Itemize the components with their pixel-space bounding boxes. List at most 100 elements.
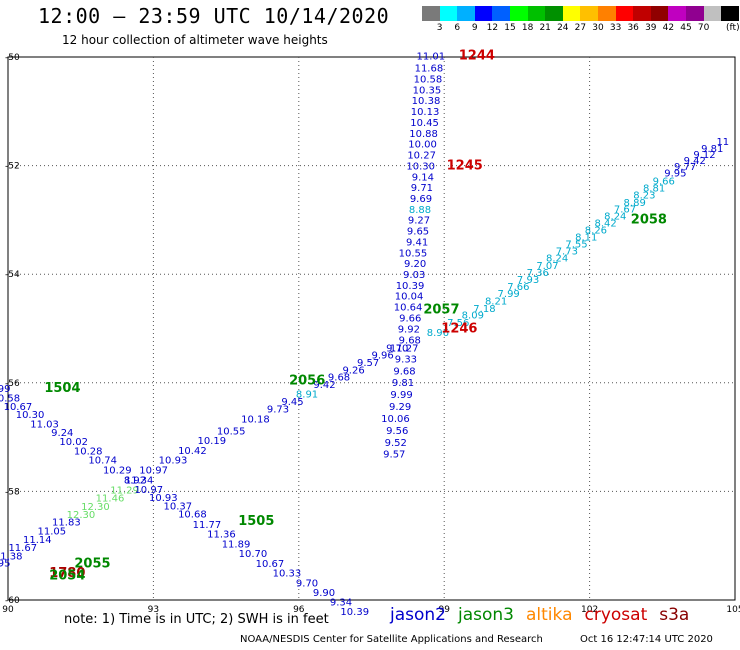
wave-height-label: 11.68 [415,64,444,75]
wave-height-label: 12.30 [81,502,110,513]
wave-height-label: 10.33 [273,569,302,580]
wave-height-label: 10.37 [164,501,193,512]
wave-height-label: 9.66 [399,313,421,324]
wave-height-label: 10.02 [59,437,88,448]
wave-height-label: 11.01 [417,52,446,63]
wave-height-label: 9.71 [411,183,433,194]
wave-height-label: 11 [716,137,729,148]
legend-swatch [422,6,440,21]
satellite-altika: altika [526,605,573,625]
wave-height-label: 9.42 [684,156,706,167]
generated-timestamp: Oct 16 12:47:14 UTC 2020 [580,634,713,645]
wave-height-label: 9.68 [399,336,421,347]
wave-height-label: 10.58 [414,75,443,86]
y-tick-label: -50 [5,53,20,63]
legend-label: 18 [521,23,534,33]
wave-height-label: 9.70 [296,578,318,589]
legend-label: 6 [454,23,461,33]
wave-height-label: 11.05 [38,526,67,537]
wave-height-label: 8.21 [485,297,507,308]
pass-time-label: 1245 [447,158,483,173]
wave-height-label: 11.46 [96,494,125,505]
legend-swatch [439,6,458,21]
wave-height-label: 10.99 [0,384,10,395]
page-subtitle: 12 hour collection of altimeter wave hei… [62,33,328,47]
legend-swatch [615,6,634,21]
wave-height-label: 8.92 [124,475,146,486]
legend-label: 70 [697,23,710,33]
wave-height-label: 10.30 [406,161,435,172]
wave-height-label: 10.42 [178,446,207,457]
y-tick-label: -52 [5,162,20,172]
wave-height-label: 7.07 [536,261,558,272]
wave-height-label: 8.42 [594,218,616,229]
wave-height-label: 11.38 [0,551,23,562]
legend-label: 39 [645,23,657,33]
legend-label: (ft) [726,23,740,33]
wave-height-label: 9.57 [383,450,405,461]
pass-time-label: 1504 [44,381,80,396]
wave-height-label: 11.83 [52,518,81,529]
legend-swatch [474,6,493,21]
legend-swatch [580,6,598,21]
wave-height-label: 9.41 [406,237,428,248]
wave-height-label: 11.67 [8,543,37,554]
wave-height-label: 11.34 [125,475,154,486]
wave-height-label: 10.29 [103,465,132,476]
wave-height-label: 9.99 [390,390,412,401]
wave-height-label: 8.23 [633,191,655,202]
wave-height-label: 10.97 [134,485,163,496]
legend-label: 27 [574,23,587,33]
wave-height-label: 7.67 [614,204,636,215]
wave-height-label: 10.13 [411,107,440,118]
wave-height-label: 10.74 [88,456,117,467]
wave-height-label: 9.68 [328,373,350,384]
satellite-cryosat: cryosat [584,605,648,625]
x-tick-label: 105 [726,605,740,615]
wave-height-label: 10.95 [0,558,10,569]
wave-height-label: 11.36 [207,530,236,541]
wave-height-label: 7.66 [507,282,529,293]
y-tick-label: -60 [5,596,20,606]
wave-height-label: 9.81 [392,378,414,389]
wave-height-label: 11.77 [193,520,222,531]
wave-height-label: 8.11 [575,233,597,244]
wave-height-label: 10.27 [407,151,436,162]
satellite-s3a: s3a [659,605,690,625]
wave-height-label: 11.89 [222,539,251,550]
wave-height-label: 9.33 [395,355,417,366]
wave-height-label: 10.06 [381,414,410,425]
wave-height-label: 12.30 [67,510,96,521]
wave-height-label: 10.38 [412,96,441,107]
wave-height-label: 9.24 [51,428,73,439]
wave-height-label: 10.39 [340,607,369,618]
wave-height-label: 11.03 [30,419,59,430]
y-tick-label: -58 [5,487,20,497]
wave-height-label: 9.56 [386,426,408,437]
wave-height-label: 9.27 [408,216,430,227]
x-tick-label: 93 [148,605,159,615]
wave-height-label: 9.95 [664,168,686,179]
pass-time-label: 1505 [238,514,274,529]
wave-height-label: 7.36 [527,268,549,279]
legend-swatch [650,6,669,21]
wave-height-label: 9.45 [281,397,303,408]
wave-height-label: 11.14 [23,535,52,546]
wave-height-label: 8.96 [427,328,449,339]
wave-height-label: 10.18 [241,414,270,425]
wave-height-label: 10.93 [149,493,178,504]
pass-time-label: 2054 [49,568,85,583]
wave-height-label: 8.09 [462,311,484,322]
wave-height-label: 11.27 [390,343,419,354]
legend-label: 33 [609,23,622,33]
satellite-legend: jason2 jason3 altika cryosat s3a [390,605,701,625]
credit-text: NOAA/NESDIS Center for Satellite Applica… [240,634,543,645]
wave-height-label: 8.24 [546,254,568,265]
plot-frame [7,56,736,601]
wave-height-label: 10.55 [217,426,246,437]
wave-height-label: 9.57 [357,358,379,369]
pass-time-label: 2056 [289,373,325,388]
legend-label: 12 [486,23,499,33]
wave-height-label: 9.81 [701,144,723,155]
